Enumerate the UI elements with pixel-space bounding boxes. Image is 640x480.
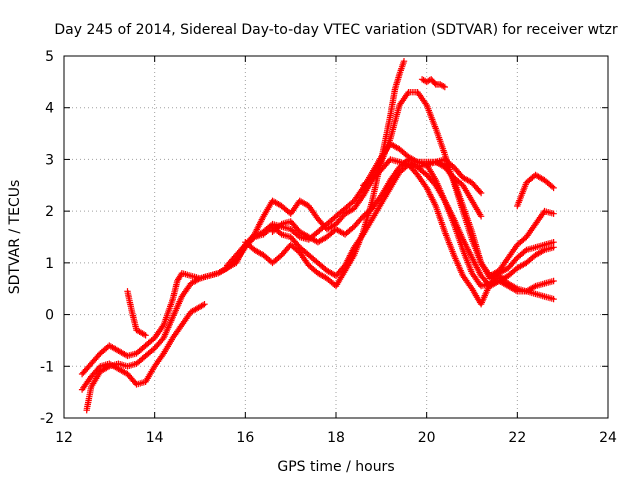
data-point: [550, 210, 557, 217]
plot-frame: [63, 55, 609, 419]
series-track-4: [124, 288, 149, 339]
x-tick-label: 20: [418, 430, 436, 446]
chart-title: Day 245 of 2014, Sidereal Day-to-day VTE…: [54, 22, 618, 38]
data-point: [550, 184, 557, 192]
data-point: [449, 162, 456, 170]
series-track-11: [423, 156, 485, 197]
x-axis-title: GPS time / hours: [277, 459, 394, 475]
data-point: [539, 247, 547, 254]
data-point: [199, 301, 207, 309]
data-marks: [78, 58, 557, 414]
data-point: [512, 256, 520, 263]
data-point: [548, 183, 556, 190]
series-track-1: [78, 140, 557, 378]
y-tick-label: 4: [45, 101, 54, 117]
data-point: [550, 244, 557, 251]
x-tick-labels: 12 14 16 18 20 22 24: [55, 430, 617, 446]
data-point: [477, 189, 485, 197]
data-point: [276, 253, 284, 260]
series-track-10: [414, 158, 485, 220]
y-tick-label: 5: [45, 49, 54, 65]
y-tick-label: -1: [40, 359, 54, 375]
data-point: [400, 58, 408, 65]
data-point: [195, 276, 202, 283]
y-tick-label: -2: [40, 411, 54, 427]
x-tick-label: 24: [599, 430, 617, 446]
data-point: [512, 287, 519, 294]
data-point: [104, 363, 111, 371]
data-point: [476, 188, 483, 195]
data-point: [140, 331, 148, 338]
data-point: [550, 295, 557, 303]
series-track-12: [514, 171, 557, 210]
data-point: [349, 224, 356, 232]
data-point: [358, 214, 366, 221]
y-tick-label: 0: [45, 308, 54, 324]
data-point: [521, 248, 529, 255]
x-tick-label: 16: [236, 430, 254, 446]
grid-lines: [64, 56, 608, 418]
y-tick-labels: -2 -1 0 1 2 3 4 5: [40, 49, 54, 427]
data-point: [440, 83, 447, 90]
data-point: [530, 283, 538, 291]
y-tick-label: 3: [45, 152, 54, 168]
data-point: [477, 213, 485, 220]
series-track-7: [269, 156, 557, 290]
data-point: [550, 277, 557, 285]
data-point: [249, 235, 257, 242]
x-tick-label: 22: [508, 430, 526, 446]
data-point: [422, 170, 429, 177]
x-tick-label: 12: [55, 430, 73, 446]
data-point: [276, 229, 284, 237]
data-point: [276, 222, 284, 229]
series-track-9: [418, 76, 448, 91]
y-axis-title: SDTVAR / TECUs: [7, 180, 23, 295]
y-tick-label: 2: [45, 204, 54, 220]
x-tick-label: 14: [146, 430, 164, 446]
x-tick-label: 18: [327, 430, 345, 446]
series-track-6: [242, 58, 408, 290]
data-point: [150, 346, 157, 353]
data-point: [142, 332, 149, 339]
data-point: [441, 83, 448, 91]
y-tick-label: 1: [45, 256, 54, 272]
data-point: [201, 301, 208, 308]
